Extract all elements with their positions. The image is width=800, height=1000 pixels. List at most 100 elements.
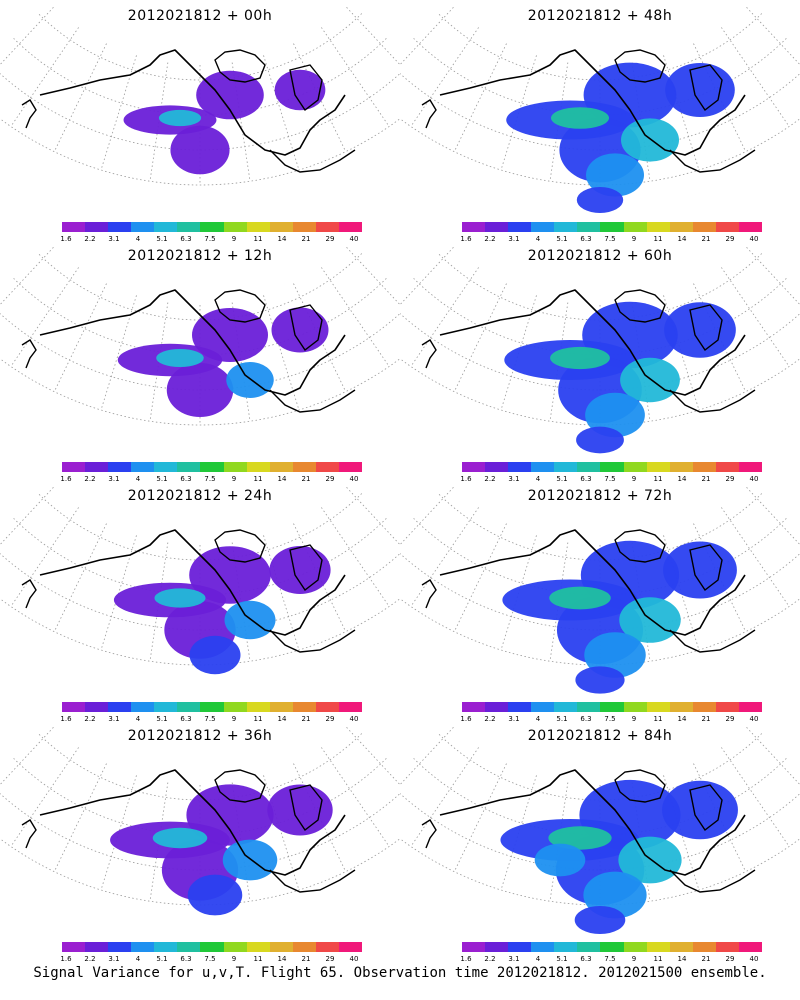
colorbar-swatch xyxy=(338,222,363,232)
variance-field xyxy=(117,307,329,417)
colorbar-tick-label: 9 xyxy=(631,235,637,243)
colorbar-swatch xyxy=(508,702,532,712)
meridian-gridline xyxy=(410,267,479,367)
colorbar-swatch xyxy=(485,222,509,232)
colorbar-tick-label: 6.3 xyxy=(580,475,592,483)
colorbar-swatch xyxy=(177,702,201,712)
colorbar-tick-label: 14 xyxy=(277,955,287,963)
forecast-panel: 2012021812 + 36h 1.6 2.2 3.1 4 5.1 6.3 7.5 9 11 1… xyxy=(0,720,400,963)
colorbar-tick-label: 3.1 xyxy=(508,475,520,483)
colorbar-swatch xyxy=(85,942,109,952)
colorbar-swatch xyxy=(154,702,178,712)
meridian-gridline xyxy=(10,747,79,847)
meridian-gridline xyxy=(663,295,700,411)
colorbar-swatch xyxy=(292,462,316,472)
colorbar-swatch xyxy=(623,942,647,952)
latitude-gridline xyxy=(13,518,387,596)
colorbar-swatch xyxy=(269,462,293,472)
meridian-gridline xyxy=(453,43,507,152)
variance-contour xyxy=(267,784,333,836)
meridian-gridline xyxy=(53,283,107,392)
colorbar-tick-label: 5.1 xyxy=(156,955,168,963)
colorbar-swatch xyxy=(315,942,339,952)
colorbar-tick-label: 3.1 xyxy=(108,235,120,243)
colorbar-swatch xyxy=(269,222,293,232)
colorbar-tick-label: 7.5 xyxy=(604,955,616,963)
latitude-gridline xyxy=(413,278,787,356)
colorbar-tick-label: 14 xyxy=(677,475,687,483)
coastline xyxy=(39,529,346,636)
colorbar-tick-label: 3.1 xyxy=(508,715,520,723)
colorbar-tick-label: 2.2 xyxy=(484,715,496,723)
coastline xyxy=(439,529,746,636)
variance-contour xyxy=(534,843,586,877)
colorbar-swatch xyxy=(646,462,670,472)
latitude-gridline xyxy=(0,118,400,186)
colorbar-swatch xyxy=(85,462,109,472)
colorbar-swatch xyxy=(131,702,155,712)
colorbar-swatch xyxy=(246,462,270,472)
colorbar-labels: 1.6 2.2 3.1 4 5.1 6.3 7.5 9 11 14 21 29 40 xyxy=(460,715,762,725)
colorbar-swatch xyxy=(600,702,624,712)
colorbar-swatch xyxy=(108,942,132,952)
latitude-gridline xyxy=(0,793,400,871)
colorbar-tick-label: 40 xyxy=(749,955,759,963)
colorbar-swatch xyxy=(223,222,247,232)
meridian-gridline xyxy=(346,7,400,66)
colorbar-tick-label: 40 xyxy=(749,235,759,243)
variance-field xyxy=(500,779,738,935)
panel-title: 2012021812 + 12h xyxy=(127,248,273,264)
colorbar-tick-label: 1.6 xyxy=(460,955,472,963)
colorbar-tick-label: 9 xyxy=(231,235,237,243)
variance-contour xyxy=(189,635,241,675)
meridian-gridline xyxy=(746,7,800,66)
meridian-gridline xyxy=(346,247,400,306)
latitude-gridline xyxy=(400,313,800,391)
variance-contour xyxy=(576,187,624,213)
coastline xyxy=(421,579,437,609)
colorbar-tick-label: 2.2 xyxy=(84,235,96,243)
colorbar-tick-label: 7.5 xyxy=(604,475,616,483)
coastline xyxy=(21,819,37,849)
meridian-gridline xyxy=(346,727,400,786)
colorbar-tick-label: 14 xyxy=(677,955,687,963)
variance-field xyxy=(113,546,331,675)
meridian-gridline xyxy=(346,487,400,546)
colorbar-swatch xyxy=(85,222,109,232)
colorbar-swatch xyxy=(692,942,716,952)
colorbar-swatch xyxy=(108,462,132,472)
coastline xyxy=(669,149,756,173)
colorbar xyxy=(62,222,363,232)
colorbar-swatch xyxy=(531,702,555,712)
latitude-gridline xyxy=(0,358,400,426)
latitude-gridline xyxy=(0,313,400,391)
variance-field xyxy=(123,69,326,175)
colorbar-tick-label: 6.3 xyxy=(180,715,192,723)
coastline xyxy=(289,544,323,592)
colorbar-swatch xyxy=(600,942,624,952)
coastline xyxy=(21,579,37,609)
colorbar-tick-label: 2.2 xyxy=(484,235,496,243)
colorbar-swatch xyxy=(223,462,247,472)
variance-contour xyxy=(664,302,736,358)
coastline xyxy=(269,389,356,413)
variance-contour xyxy=(274,69,326,111)
map-plot xyxy=(0,487,400,675)
colorbar-tick-label: 11 xyxy=(653,475,663,483)
colorbar-swatch xyxy=(315,462,339,472)
map-plot xyxy=(0,247,400,426)
latitude-gridline xyxy=(413,518,787,596)
colorbar-tick-label: 29 xyxy=(725,475,735,483)
variance-contour xyxy=(166,363,234,417)
variance-contour xyxy=(158,109,202,127)
variance-contour xyxy=(583,62,677,128)
meridian-gridline xyxy=(410,27,479,127)
meridian-gridline xyxy=(400,7,454,66)
latitude-gridline xyxy=(13,38,387,116)
colorbar-tick-label: 4 xyxy=(535,715,541,723)
variance-contour xyxy=(550,346,610,370)
colorbar-tick-label: 9 xyxy=(231,715,237,723)
colorbar-tick-label: 11 xyxy=(253,715,263,723)
colorbar-swatch xyxy=(154,462,178,472)
coastline xyxy=(421,339,437,369)
